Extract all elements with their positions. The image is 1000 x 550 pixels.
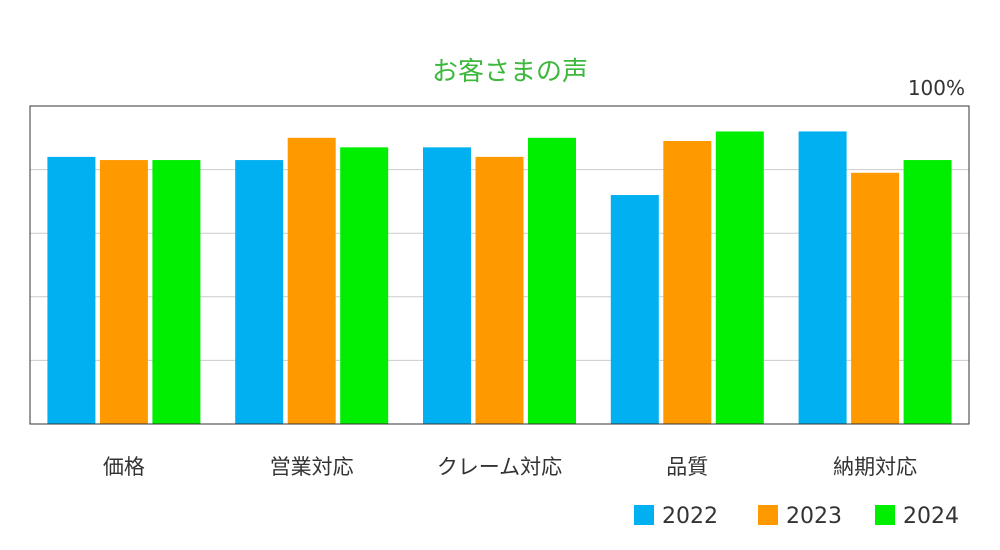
bar-2024-3 — [715, 131, 764, 424]
bar-2024-0 — [152, 160, 201, 424]
legend-swatch-2024 — [875, 505, 895, 525]
bar-2024-2 — [528, 137, 576, 425]
bar-2024-4 — [903, 160, 952, 424]
x-tick-label: 営業対応 — [270, 455, 354, 479]
x-tick-label: 品質 — [666, 455, 708, 479]
bars — [47, 131, 952, 425]
legend-label-2022: 2022 — [662, 504, 718, 529]
legend: 2022 2023 2024 — [634, 504, 959, 529]
bar-2023-3 — [663, 140, 712, 425]
plot-area-border — [29, 105, 970, 425]
bar-2022-0 — [47, 156, 96, 424]
bar-2023-0 — [99, 160, 148, 424]
legend-label-2023: 2023 — [786, 504, 842, 529]
bar-2023-2 — [475, 156, 524, 424]
bar-2022-4 — [798, 131, 847, 424]
x-tick-label: クレーム対応 — [437, 455, 562, 479]
x-tick-label: 価格 — [103, 455, 145, 479]
chart-title: お客さまの声 — [432, 57, 588, 87]
bar-2022-1 — [235, 160, 284, 424]
bar-2022-3 — [610, 195, 659, 424]
bar-2023-4 — [851, 172, 900, 424]
bar-2022-2 — [423, 147, 471, 424]
bar-2024-1 — [340, 147, 389, 424]
x-tick-label: 納期対応 — [833, 455, 917, 479]
legend-label-2024: 2024 — [903, 504, 959, 529]
y-axis-max-label: 100% — [908, 76, 965, 100]
legend-swatch-2023 — [758, 505, 778, 525]
bar-2023-1 — [287, 137, 336, 425]
x-axis-labels: 価格 営業対応 クレーム対応 品質 納期対応 — [103, 455, 917, 479]
legend-swatch-2022 — [634, 505, 654, 525]
